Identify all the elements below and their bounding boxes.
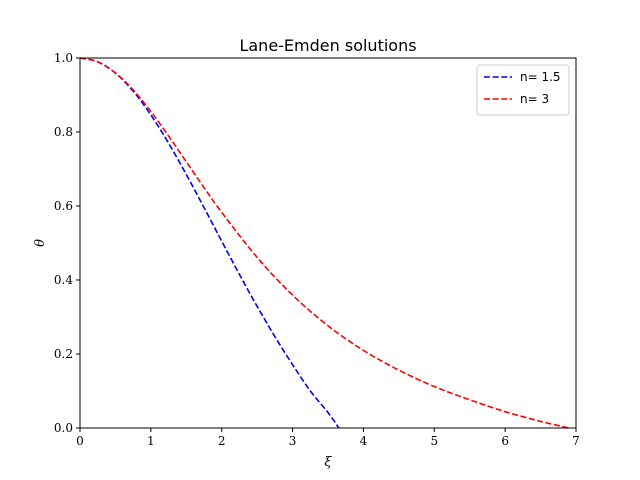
- legend-label: n= 1.5: [520, 70, 561, 84]
- x-tick-label: 2: [218, 434, 226, 448]
- y-axis-label: θ: [33, 239, 48, 247]
- y-tick-label: 0.0: [54, 421, 73, 435]
- x-tick-label: 7: [572, 434, 580, 448]
- x-axis: 0 1 2 3 4 5 6 7: [76, 428, 580, 448]
- series-line-2: [79, 57, 569, 429]
- axes-frame: [79, 57, 577, 429]
- x-tick-label: 4: [360, 434, 368, 448]
- x-tick-label: 5: [430, 434, 438, 448]
- x-tick-label: 0: [76, 434, 84, 448]
- legend: n= 1.5 n= 3: [476, 64, 570, 116]
- x-tick-label: 1: [147, 434, 155, 448]
- legend-label: n= 3: [520, 92, 549, 106]
- chart-title: Lane-Emden solutions: [239, 36, 416, 55]
- y-tick-label: 1.0: [54, 51, 73, 65]
- series-layer: [79, 57, 569, 429]
- y-tick-label: 0.6: [54, 199, 73, 213]
- x-tick-label: 6: [501, 434, 509, 448]
- series-line-1: [79, 57, 340, 429]
- x-axis-label: ξ: [324, 455, 332, 470]
- y-tick-label: 0.4: [54, 273, 73, 287]
- x-tick-label: 3: [289, 434, 297, 448]
- legend-box: [476, 64, 570, 116]
- y-tick-label: 0.2: [54, 347, 73, 361]
- y-tick-label: 0.8: [54, 125, 73, 139]
- y-axis: 0.0 0.2 0.4 0.6 0.8 1.0: [54, 51, 80, 435]
